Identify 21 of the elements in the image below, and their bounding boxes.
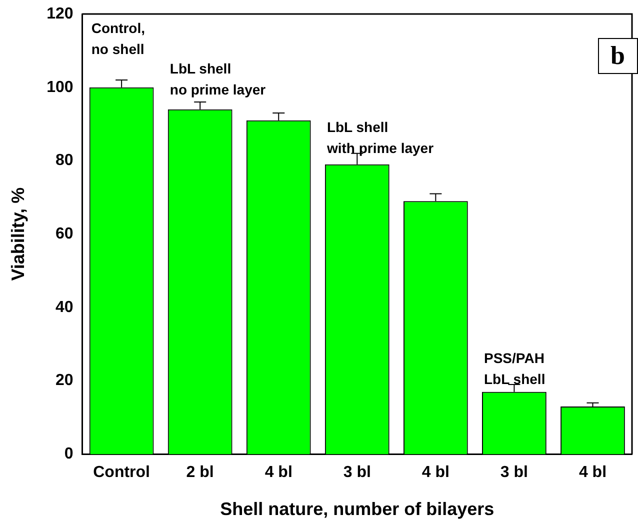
x-tick-label: 3 bl bbox=[343, 464, 371, 482]
x-tick-label: 4 bl bbox=[422, 464, 450, 482]
x-tick-label: 4 bl bbox=[264, 464, 292, 482]
y-tick-label: 120 bbox=[46, 5, 74, 22]
x-tick-label: 3 bl bbox=[500, 464, 528, 482]
y-tick-label: 20 bbox=[56, 372, 74, 390]
y-tick-label: 100 bbox=[46, 78, 74, 96]
x-tick-label: Control bbox=[93, 464, 150, 482]
y-tick-label: 40 bbox=[56, 298, 74, 316]
annotation: b bbox=[598, 38, 638, 74]
x-tick-label: 2 bl bbox=[186, 464, 214, 482]
annotation: PSS/PAH LbL shell bbox=[484, 350, 546, 388]
y-axis-title: Viability, % bbox=[8, 187, 28, 281]
annotation: Control, no shell bbox=[91, 20, 146, 58]
x-axis-title: Shell nature, number of bilayers bbox=[220, 499, 494, 520]
annotation: LbL shell with prime layer bbox=[326, 119, 434, 156]
y-tick-label: 80 bbox=[56, 152, 74, 170]
y-tick-label: 0 bbox=[64, 446, 74, 463]
x-tick-label: 4 bl bbox=[578, 464, 607, 482]
y-tick-label: 60 bbox=[56, 226, 74, 243]
annotation: LbL shell no prime layer bbox=[170, 60, 266, 98]
